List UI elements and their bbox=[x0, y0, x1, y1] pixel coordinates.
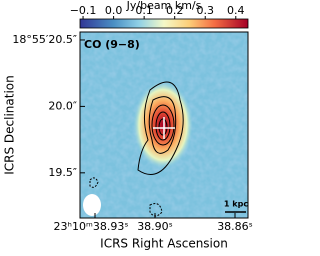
colorbar-tick-label: 0.0 bbox=[105, 4, 123, 17]
image-frame bbox=[79, 31, 249, 219]
y-axis-title: ICRS Declination bbox=[3, 75, 17, 175]
colorbar-tick-label: 0.3 bbox=[196, 4, 214, 17]
colorbar-label: Jy/beam km/s bbox=[126, 0, 202, 12]
x-tick-label: 38.90ˢ bbox=[137, 220, 173, 233]
colorbar-tick-label: 0.1 bbox=[135, 4, 153, 17]
image bbox=[80, 32, 248, 218]
x-tick-label: 38.86ˢ bbox=[217, 220, 253, 233]
colorbar-tick-label: 0.2 bbox=[166, 4, 184, 17]
y-tick-label: 20.0″ bbox=[48, 99, 77, 112]
x-tick-label: 23ʰ10ᵐ38.93ˢ bbox=[54, 220, 129, 233]
y-tick-label: 19.5″ bbox=[48, 166, 77, 179]
x-axis-title: ICRS Right Ascension bbox=[100, 237, 228, 251]
figure: Jy/beam km/s CO (9−8) 1 kpc ICRS Right A… bbox=[3, 0, 253, 251]
colorbar-tick-label: 0.4 bbox=[227, 4, 245, 17]
colorbar-tick-label: −0.1 bbox=[70, 4, 97, 17]
y-tick-label: 18°55′20.5″ bbox=[12, 33, 77, 46]
annotation: CO (9−8) bbox=[84, 38, 140, 51]
colorbar bbox=[79, 18, 249, 29]
scalebar-label: 1 kpc bbox=[224, 200, 248, 209]
